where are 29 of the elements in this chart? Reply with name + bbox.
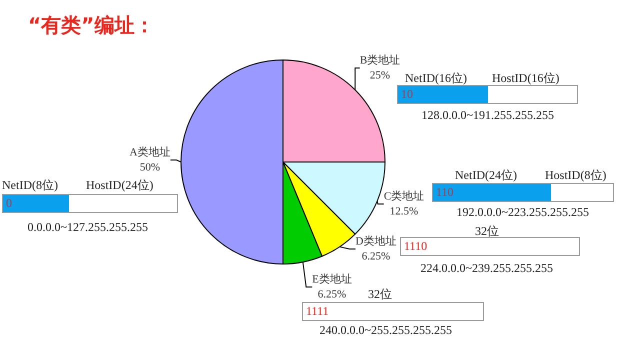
- text: HostID(8位): [545, 168, 606, 182]
- text: 128.0.0.0~191.255.255.255: [422, 108, 554, 122]
- slice-label: C类地址: [384, 190, 424, 202]
- text: 224.0.0.0~239.255.255.255: [420, 261, 553, 275]
- slice-label: B类地址: [360, 54, 400, 66]
- text: HostID(16位): [492, 71, 560, 85]
- data-label: 12.5%: [390, 206, 418, 218]
- text: 32位: [368, 287, 392, 301]
- data-label: 6.25%: [318, 288, 346, 300]
- data-label: 50%: [140, 162, 160, 174]
- text: 192.0.0.0~223.255.255.255: [456, 205, 589, 219]
- text: NetID(8位): [2, 178, 58, 192]
- slice-label: E类地址: [312, 272, 352, 286]
- data-label: 6.25%: [362, 250, 390, 262]
- text: NetID(16位): [405, 71, 467, 85]
- text: 1111: [306, 304, 329, 318]
- chart-title: “有类”编址：: [28, 12, 154, 39]
- slice-label: D类地址: [356, 234, 396, 248]
- text: 10: [401, 87, 413, 101]
- data-label: 25%: [370, 70, 390, 82]
- text: 0: [6, 196, 12, 210]
- text: NetID(24位): [455, 168, 517, 182]
- text: 1110: [404, 239, 428, 253]
- text: 0.0.0.0~127.255.255.255: [28, 220, 148, 234]
- text: HostID(24位): [86, 178, 154, 192]
- text: 110: [436, 185, 454, 199]
- text: 32位: [475, 224, 499, 238]
- slice-label: A类地址: [130, 146, 170, 158]
- text: 240.0.0.0~255.255.255.255: [320, 323, 452, 337]
